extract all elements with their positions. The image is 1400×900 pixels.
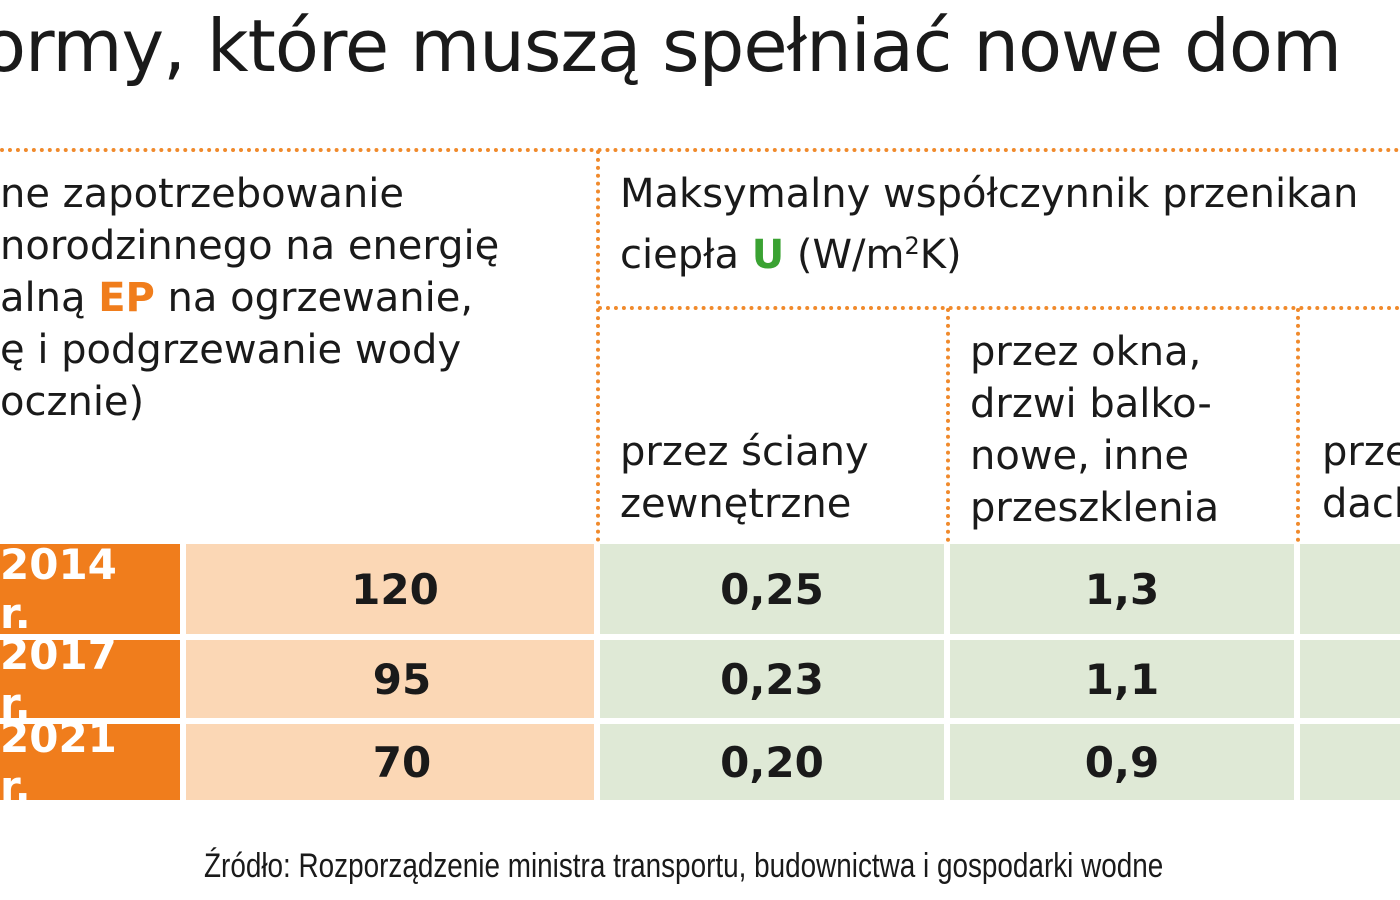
- u-subheader-divider: [598, 306, 1400, 310]
- ep-header-line-4: ę i podgrzewanie wody: [0, 327, 462, 373]
- table-cell-roof: [1300, 544, 1400, 634]
- table-row-year: 2017 r.: [0, 630, 180, 728]
- table-cell-windows: 0,9: [950, 724, 1294, 800]
- table-cell-roof: [1300, 724, 1400, 800]
- u-header: Maksymalny współczynnik przenikan ciepła…: [620, 168, 1358, 281]
- windows-roof-divider: [1296, 308, 1300, 542]
- column-header-walls: przez ściany zewnętrzne: [620, 429, 869, 527]
- table-cell-ep: 120: [186, 544, 594, 634]
- ep-header-line-2: norodzinnego na energię: [0, 223, 500, 269]
- source-note: Źródło: Rozporządzenie ministra transpor…: [204, 847, 1164, 885]
- column-header-windows: przez okna, drzwi balko- nowe, inne prze…: [970, 329, 1220, 531]
- table-cell-windows: 1,1: [950, 640, 1294, 718]
- ep-header-line-3: alną EP na ogrzewanie,: [0, 275, 474, 321]
- ep-header-line-5: ocznie): [0, 379, 145, 425]
- page-title: ormy, które muszą spełniać nowe dom: [0, 4, 1342, 88]
- table-cell-ep: 70: [186, 724, 594, 800]
- unit-superscript: 2: [904, 232, 920, 260]
- u-header-line-2: ciepła U (W/m2K): [620, 232, 962, 278]
- ep-u-divider: [596, 150, 600, 542]
- ep-header: ne zapotrzebowanie norodzinnego na energ…: [0, 168, 499, 428]
- u-header-line-1: Maksymalny współczynnik przenikan: [620, 171, 1359, 217]
- table-cell-windows: 1,3: [950, 544, 1294, 634]
- column-header-roof: prze dach: [1322, 429, 1400, 527]
- table-row-year: 2014 r.: [0, 540, 180, 638]
- table-cell-walls: 0,25: [600, 544, 944, 634]
- top-divider: [0, 148, 1400, 152]
- u-label: U: [751, 232, 785, 278]
- table-cell-walls: 0,20: [600, 724, 944, 800]
- table-cell-walls: 0,23: [600, 640, 944, 718]
- table-row-year: 2021 r.: [0, 713, 180, 811]
- ep-label: EP: [98, 275, 155, 321]
- walls-windows-divider: [946, 308, 950, 542]
- table-cell-ep: 95: [186, 640, 594, 718]
- table-cell-roof: [1300, 640, 1400, 718]
- ep-header-line-1: ne zapotrzebowanie: [0, 171, 404, 217]
